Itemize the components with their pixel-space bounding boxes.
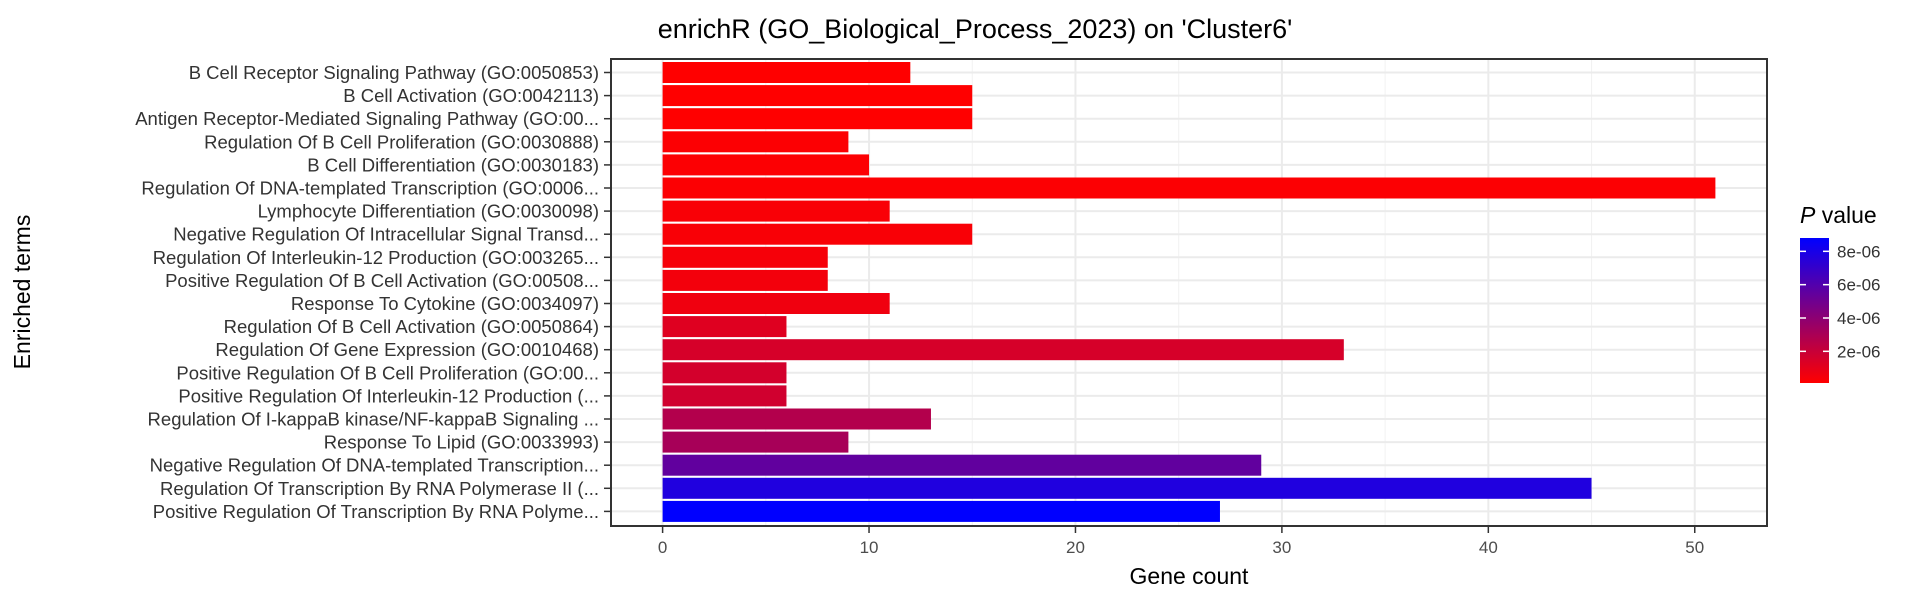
bar bbox=[662, 500, 1220, 522]
x-axis-title: Gene count bbox=[1130, 563, 1250, 589]
legend: P value 8e-06 6e-06 4e-06 2e-06 bbox=[1800, 202, 1880, 383]
category-label: Regulation Of DNA-templated Transcriptio… bbox=[141, 178, 599, 199]
bar bbox=[662, 177, 1716, 199]
bar bbox=[662, 293, 890, 314]
bar bbox=[662, 454, 1262, 476]
category-label: Regulation Of Interleukin-12 Production … bbox=[153, 247, 599, 268]
bar bbox=[662, 316, 787, 338]
bar bbox=[662, 62, 911, 83]
x-tick-label: 0 bbox=[658, 538, 667, 557]
bar bbox=[662, 339, 1344, 361]
bars bbox=[662, 62, 1716, 522]
x-axis-ticks: 0 10 20 30 40 50 bbox=[658, 526, 1704, 557]
bar bbox=[662, 108, 973, 130]
category-label: Positive Regulation Of Transcription By … bbox=[153, 501, 599, 522]
chart-title: enrichR (GO_Biological_Process_2023) on … bbox=[658, 14, 1293, 44]
category-label: Lymphocyte Differentiation (GO:0030098) bbox=[258, 201, 599, 222]
bar bbox=[662, 246, 828, 268]
x-tick-label: 20 bbox=[1066, 538, 1085, 557]
legend-ticks: 8e-06 6e-06 4e-06 2e-06 bbox=[1800, 242, 1880, 361]
bar bbox=[662, 154, 870, 176]
category-label: Negative Regulation Of Intracellular Sig… bbox=[173, 224, 599, 245]
x-tick-label: 30 bbox=[1272, 538, 1291, 557]
category-labels: B Cell Receptor Signaling Pathway (GO:00… bbox=[135, 62, 611, 522]
category-label: Positive Regulation Of B Cell Proliferat… bbox=[176, 362, 599, 383]
category-label: Regulation Of I-kappaB kinase/NF-kappaB … bbox=[148, 409, 599, 430]
legend-tick-label: 4e-06 bbox=[1837, 309, 1880, 328]
category-label: Regulation Of Gene Expression (GO:001046… bbox=[215, 339, 599, 360]
y-axis-title: Enriched terms bbox=[9, 215, 35, 370]
category-label: B Cell Receptor Signaling Pathway (GO:00… bbox=[189, 62, 599, 83]
category-label: Regulation Of B Cell Proliferation (GO:0… bbox=[204, 131, 599, 152]
bar bbox=[662, 477, 1592, 499]
legend-tick-label: 6e-06 bbox=[1837, 276, 1880, 295]
bar bbox=[662, 223, 973, 245]
category-label: Response To Lipid (GO:0033993) bbox=[324, 432, 599, 453]
category-label: Regulation Of B Cell Activation (GO:0050… bbox=[224, 316, 599, 337]
bar bbox=[662, 408, 931, 430]
legend-title-symbol: P bbox=[1800, 202, 1816, 228]
bar bbox=[662, 385, 787, 407]
x-tick-label: 40 bbox=[1479, 538, 1498, 557]
category-label: Response To Cytokine (GO:0034097) bbox=[291, 293, 599, 314]
bar bbox=[662, 269, 828, 291]
legend-title-text: value bbox=[1815, 202, 1876, 228]
category-label: B Cell Activation (GO:0042113) bbox=[343, 85, 599, 106]
category-label: B Cell Differentiation (GO:0030183) bbox=[307, 154, 599, 175]
category-label: Positive Regulation Of Interleukin-12 Pr… bbox=[178, 385, 599, 406]
legend-title: P value bbox=[1800, 202, 1877, 228]
legend-colorbar bbox=[1800, 238, 1829, 383]
category-label: Regulation Of Transcription By RNA Polym… bbox=[160, 478, 599, 499]
bar bbox=[662, 362, 787, 384]
category-label: Positive Regulation Of B Cell Activation… bbox=[165, 270, 599, 291]
category-label: Antigen Receptor-Mediated Signaling Path… bbox=[135, 108, 599, 129]
bar bbox=[662, 131, 849, 153]
legend-tick-label: 2e-06 bbox=[1837, 342, 1880, 361]
x-tick-label: 10 bbox=[860, 538, 879, 557]
legend-tick-label: 8e-06 bbox=[1837, 242, 1880, 261]
bar bbox=[662, 431, 849, 453]
panel-border bbox=[610, 58, 1768, 527]
bar bbox=[662, 85, 973, 107]
x-tick-label: 50 bbox=[1685, 538, 1704, 557]
category-label: Negative Regulation Of DNA-templated Tra… bbox=[150, 455, 599, 476]
bar bbox=[662, 200, 890, 222]
